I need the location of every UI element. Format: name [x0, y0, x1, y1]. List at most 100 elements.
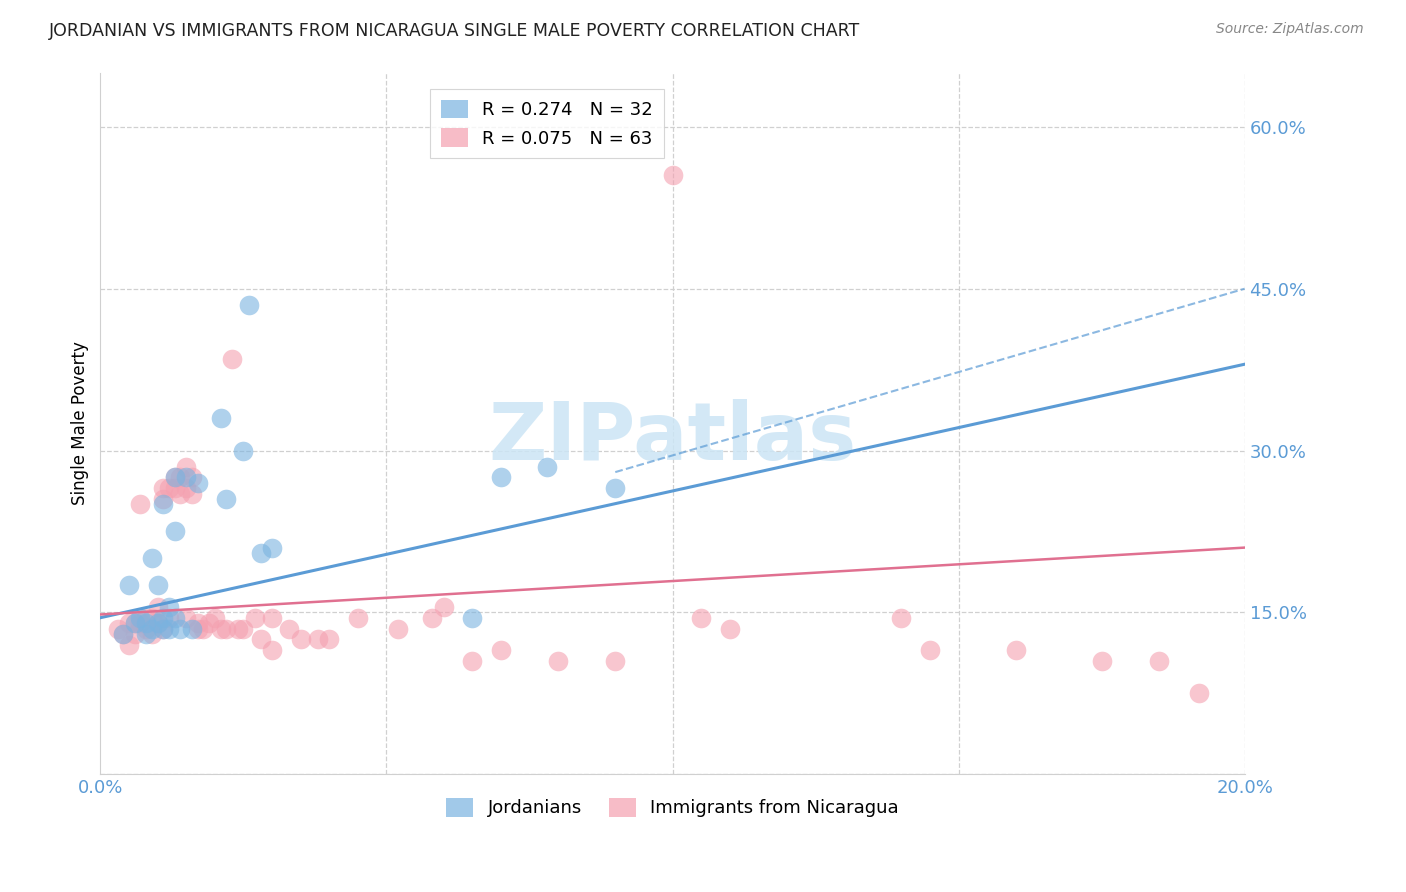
Point	[107, 622, 129, 636]
Point	[249, 546, 271, 560]
Point	[169, 486, 191, 500]
Point	[209, 622, 232, 636]
Point	[433, 599, 456, 614]
Point	[209, 411, 232, 425]
Point	[193, 622, 215, 636]
Point	[226, 622, 249, 636]
Point	[135, 627, 157, 641]
Point	[489, 470, 512, 484]
Point	[174, 611, 197, 625]
Point	[112, 627, 135, 641]
Point	[180, 622, 202, 636]
Point	[605, 654, 627, 668]
Point	[461, 654, 484, 668]
Point	[232, 622, 254, 636]
Point	[152, 498, 174, 512]
Point	[152, 481, 174, 495]
Point	[129, 498, 152, 512]
Point	[146, 616, 169, 631]
Point	[135, 611, 157, 625]
Point	[152, 611, 174, 625]
Point	[1147, 654, 1170, 668]
Point	[157, 611, 180, 625]
Point	[135, 616, 157, 631]
Point	[661, 169, 683, 183]
Point	[180, 470, 202, 484]
Point	[260, 643, 283, 657]
Point	[260, 611, 283, 625]
Point	[204, 611, 226, 625]
Point	[157, 599, 180, 614]
Point	[489, 643, 512, 657]
Point	[141, 622, 163, 636]
Point	[152, 622, 174, 636]
Point	[180, 486, 202, 500]
Point	[157, 481, 180, 495]
Point	[346, 611, 368, 625]
Point	[249, 632, 271, 647]
Point	[152, 491, 174, 506]
Point	[215, 622, 238, 636]
Point	[187, 475, 209, 490]
Point	[129, 611, 152, 625]
Point	[146, 578, 169, 592]
Y-axis label: Single Male Poverty: Single Male Poverty	[72, 342, 89, 506]
Text: Source: ZipAtlas.com: Source: ZipAtlas.com	[1216, 22, 1364, 37]
Point	[163, 470, 186, 484]
Point	[221, 351, 243, 366]
Point	[118, 638, 141, 652]
Point	[163, 524, 186, 539]
Point	[690, 611, 713, 625]
Point	[1091, 654, 1114, 668]
Point	[198, 616, 221, 631]
Point	[135, 622, 157, 636]
Text: ZIPatlas: ZIPatlas	[488, 399, 856, 476]
Point	[141, 551, 163, 566]
Point	[420, 611, 443, 625]
Point	[1188, 686, 1211, 700]
Point	[387, 622, 409, 636]
Point	[187, 622, 209, 636]
Point	[118, 578, 141, 592]
Point	[174, 481, 197, 495]
Point	[146, 616, 169, 631]
Point	[243, 611, 266, 625]
Point	[152, 622, 174, 636]
Point	[238, 298, 260, 312]
Point	[461, 611, 484, 625]
Point	[141, 627, 163, 641]
Point	[547, 654, 569, 668]
Point	[174, 459, 197, 474]
Point	[260, 541, 283, 555]
Point	[118, 616, 141, 631]
Point	[163, 470, 186, 484]
Point	[1004, 643, 1026, 657]
Point	[215, 491, 238, 506]
Point	[169, 622, 191, 636]
Point	[318, 632, 340, 647]
Point	[890, 611, 912, 625]
Point	[141, 611, 163, 625]
Point	[278, 622, 301, 636]
Point	[174, 470, 197, 484]
Point	[124, 627, 146, 641]
Legend: Jordanians, Immigrants from Nicaragua: Jordanians, Immigrants from Nicaragua	[439, 791, 907, 825]
Point	[146, 599, 169, 614]
Point	[290, 632, 312, 647]
Text: JORDANIAN VS IMMIGRANTS FROM NICARAGUA SINGLE MALE POVERTY CORRELATION CHART: JORDANIAN VS IMMIGRANTS FROM NICARAGUA S…	[49, 22, 860, 40]
Point	[232, 443, 254, 458]
Point	[124, 616, 146, 631]
Point	[307, 632, 329, 647]
Point	[536, 459, 558, 474]
Point	[605, 481, 627, 495]
Point	[163, 611, 186, 625]
Point	[112, 627, 135, 641]
Point	[918, 643, 941, 657]
Point	[718, 622, 741, 636]
Point	[163, 481, 186, 495]
Point	[129, 616, 152, 631]
Point	[187, 616, 209, 631]
Point	[157, 622, 180, 636]
Point	[124, 616, 146, 631]
Point	[169, 470, 191, 484]
